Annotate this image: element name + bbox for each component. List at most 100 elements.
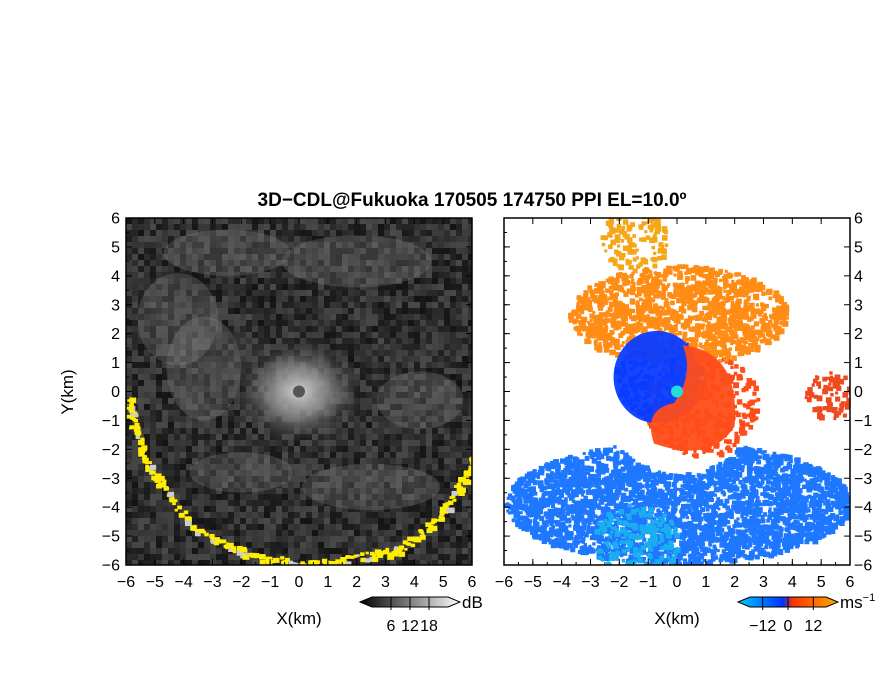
intensity-cell [462,380,468,386]
intensity-cell [126,482,132,488]
intensity-cell [138,320,144,326]
intensity-cell [438,326,444,332]
intensity-cell [378,242,384,248]
clutter-pixel [329,560,336,565]
intensity-cell [384,374,390,380]
intensity-cell [438,338,444,344]
clutter-pixel [133,418,139,423]
intensity-cell [270,464,276,470]
intensity-cell [366,392,372,398]
intensity-cell [378,410,384,416]
intensity-cell [414,278,420,284]
intensity-cell [180,482,186,488]
intensity-cell [222,242,228,248]
intensity-cell [138,278,144,284]
velocity-pixel [632,335,636,339]
intensity-cell [324,524,330,530]
intensity-cell [228,284,234,290]
intensity-cell [360,512,366,518]
intensity-cell [156,272,162,278]
intensity-cell [336,536,342,542]
intensity-cell [360,254,366,260]
intensity-cell [420,500,426,506]
intensity-cell [162,272,168,278]
intensity-cell [420,494,426,500]
intensity-cell [174,416,180,422]
intensity-cell [396,254,402,260]
intensity-cell [408,548,414,554]
intensity-cell [210,464,216,470]
intensity-cell [414,314,420,320]
intensity-cell [264,236,270,242]
clutter-pixel [426,528,433,534]
intensity-cell [318,224,324,230]
intensity-cell [210,512,216,518]
y-tick-label: 6 [111,211,120,228]
clutter-pixel [138,439,145,446]
clutter-pixel [258,554,266,560]
intensity-cell [240,428,246,434]
intensity-cell [378,398,384,404]
intensity-cell [396,302,402,308]
intensity-cell [342,332,348,338]
intensity-cell [180,440,186,446]
intensity-cell [216,548,222,554]
intensity-cell [456,302,462,308]
intensity-cell [366,218,372,224]
velocity-pixel [664,274,669,278]
intensity-cell [258,488,264,494]
intensity-cell [366,542,372,548]
velocity-pixel [667,292,672,297]
intensity-cell [156,278,162,284]
intensity-cell [156,560,162,565]
intensity-cell [414,320,420,326]
intensity-cell [336,236,342,242]
intensity-cell [204,254,210,260]
intensity-cell [126,362,132,368]
intensity-cell [438,530,444,536]
intensity-cell [204,284,210,290]
intensity-cell [330,464,336,470]
intensity-cell [168,392,174,398]
intensity-cell [348,488,354,494]
velocity-pixel [718,451,725,458]
intensity-cell [456,374,462,380]
intensity-cell [324,482,330,488]
intensity-cell [138,458,144,464]
intensity-cell [234,434,240,440]
intensity-cell [204,326,210,332]
intensity-cell [162,404,168,410]
clutter-pixel [365,551,369,555]
clutter-pixel [141,447,147,452]
intensity-cell [444,446,450,452]
intensity-cell [234,284,240,290]
intensity-cell [306,536,312,542]
intensity-cell [264,524,270,530]
clutter-pixel [406,542,412,546]
intensity-cell [192,386,198,392]
intensity-cell [366,518,372,524]
intensity-cell [450,338,456,344]
intensity-cell [174,458,180,464]
intensity-cell [186,482,192,488]
intensity-cell [426,476,432,482]
intensity-cell [438,320,444,326]
intensity-cell [180,548,186,554]
intensity-cell [372,392,378,398]
intensity-cell [456,398,462,404]
clutter-pixel [447,507,455,514]
intensity-cell [198,290,204,296]
intensity-cell [252,458,258,464]
intensity-cell [138,404,144,410]
intensity-cell [426,278,432,284]
intensity-cell [276,524,282,530]
intensity-cell [156,290,162,296]
intensity-cell [252,260,258,266]
intensity-cell [468,278,472,284]
intensity-cell [360,230,366,236]
intensity-cell [222,380,228,386]
intensity-cell [186,230,192,236]
intensity-cell [438,356,444,362]
intensity-cell [444,470,450,476]
intensity-cell [372,266,378,272]
